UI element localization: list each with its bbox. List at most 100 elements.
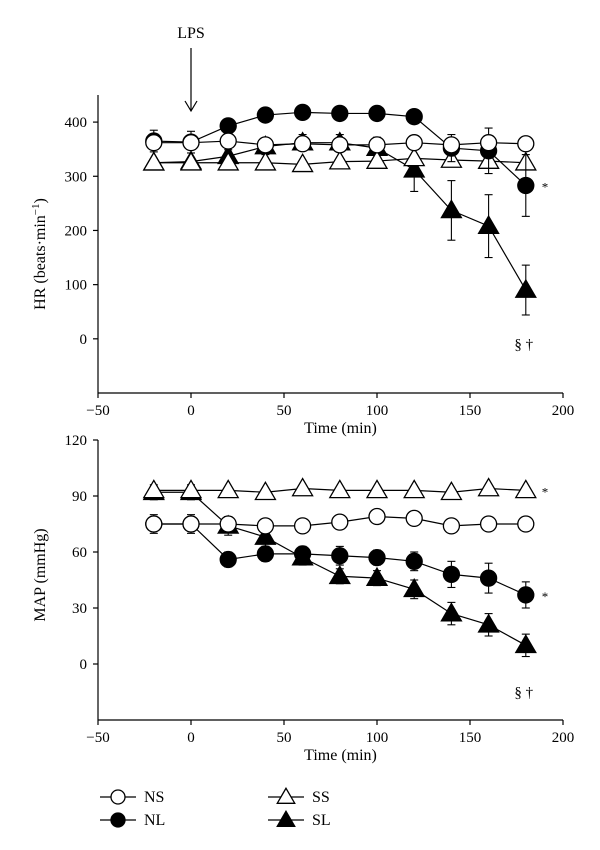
y-axis-label: MAP (mmHg) <box>32 528 49 621</box>
data-point <box>331 136 349 154</box>
data-point <box>331 513 349 531</box>
data-point <box>293 517 312 535</box>
y-tick-label: 100 <box>65 278 88 294</box>
data-point <box>514 634 537 654</box>
data-point <box>477 477 500 497</box>
data-point <box>293 135 312 153</box>
data-point <box>477 613 500 633</box>
data-point <box>442 517 461 535</box>
data-point <box>440 199 463 219</box>
significance-marker: * <box>542 179 549 194</box>
data-point <box>514 278 537 298</box>
data-point <box>219 550 237 569</box>
legend-marker <box>276 786 296 804</box>
data-point <box>479 515 498 533</box>
y-tick-label: 90 <box>72 489 87 505</box>
data-point <box>291 153 314 173</box>
data-point <box>328 564 351 585</box>
data-point <box>219 515 237 533</box>
legend: NS NL SS SL <box>100 786 331 829</box>
data-point <box>142 151 165 171</box>
y-tick-label: 30 <box>72 601 87 617</box>
data-point <box>179 479 203 499</box>
data-point <box>368 548 386 567</box>
data-point <box>145 515 163 533</box>
legend-label: NS <box>144 789 164 806</box>
data-point <box>328 150 351 170</box>
data-point <box>517 515 535 533</box>
legend-label: SS <box>312 789 330 806</box>
data-point <box>256 545 275 563</box>
map-chart: 0 30 60 90 120 −50 0 50 100 150 200 Time (min) MAP (… <box>32 433 574 764</box>
legend-label: NL <box>144 812 165 829</box>
data-point <box>479 569 498 587</box>
data-point <box>368 104 386 123</box>
data-point <box>405 509 423 528</box>
data-point <box>477 214 500 234</box>
x-tick-label: 100 <box>366 730 389 746</box>
y-tick-label: 120 <box>65 433 88 449</box>
y-tick-label: 200 <box>65 223 88 239</box>
data-point <box>331 104 349 123</box>
data-point <box>403 578 426 598</box>
data-point <box>368 136 386 154</box>
y-axis-label: HR (beats·min−1) <box>30 198 49 310</box>
y-axis-label-main: MAP (mmHg) <box>32 528 49 621</box>
data-point <box>182 134 200 152</box>
data-point <box>293 545 312 563</box>
data-point <box>328 479 351 499</box>
data-point <box>440 602 463 622</box>
data-point <box>403 479 426 499</box>
data-point <box>365 566 389 586</box>
x-tick-label: 50 <box>277 403 292 419</box>
x-tick-label: 200 <box>552 730 575 746</box>
x-tick-label: 100 <box>366 403 389 419</box>
data-point <box>217 479 240 499</box>
data-point <box>331 547 349 565</box>
significance-marker: * <box>542 484 549 499</box>
y-axis-label-close: ) <box>32 198 49 203</box>
y-tick-label: 0 <box>80 657 88 673</box>
data-point <box>405 108 423 126</box>
y-tick-label: 60 <box>72 545 87 561</box>
y-tick-label: 0 <box>80 332 88 348</box>
lps-arrow-head <box>184 100 198 113</box>
x-tick-label: 0 <box>187 403 195 419</box>
x-tick-label: 150 <box>459 403 482 419</box>
x-axis-label: Time (min) <box>304 747 377 764</box>
legend-item-ss: SS <box>268 786 330 806</box>
legend-marker <box>276 809 296 827</box>
data-point <box>256 106 275 124</box>
x-tick-label: 150 <box>459 730 482 746</box>
data-point <box>254 480 277 501</box>
legend-label: SL <box>312 812 331 829</box>
y-axis-label-main: HR (beats·min <box>32 215 49 310</box>
legend-item-nl: NL <box>100 812 165 829</box>
data-point <box>365 149 389 169</box>
data-point <box>256 136 275 154</box>
data-point <box>254 525 277 545</box>
y-tick-label: 300 <box>65 169 88 185</box>
x-tick-label: −50 <box>86 403 109 419</box>
data-point <box>365 479 389 499</box>
data-point <box>182 515 200 533</box>
x-tick-label: 50 <box>277 730 292 746</box>
series-ns <box>145 132 535 154</box>
x-axis-label: Time (min) <box>304 420 377 437</box>
footnote-symbols: § † <box>514 685 533 701</box>
data-point <box>291 477 314 497</box>
hr-chart: 0 100 200 300 400 −50 0 50 100 150 200 Time (min) HR… <box>30 25 574 437</box>
x-tick-label: −50 <box>86 730 109 746</box>
data-point <box>517 586 535 604</box>
significance-marker: * <box>542 589 549 604</box>
data-point <box>217 151 240 171</box>
data-point <box>179 151 203 171</box>
series-sl <box>142 480 537 658</box>
data-point <box>254 151 277 171</box>
series-ns <box>145 507 535 535</box>
data-point <box>403 147 426 167</box>
lps-annotation: LPS <box>177 25 205 42</box>
footnote-symbols: § † <box>514 337 533 353</box>
y-tick-label: 400 <box>65 115 88 131</box>
